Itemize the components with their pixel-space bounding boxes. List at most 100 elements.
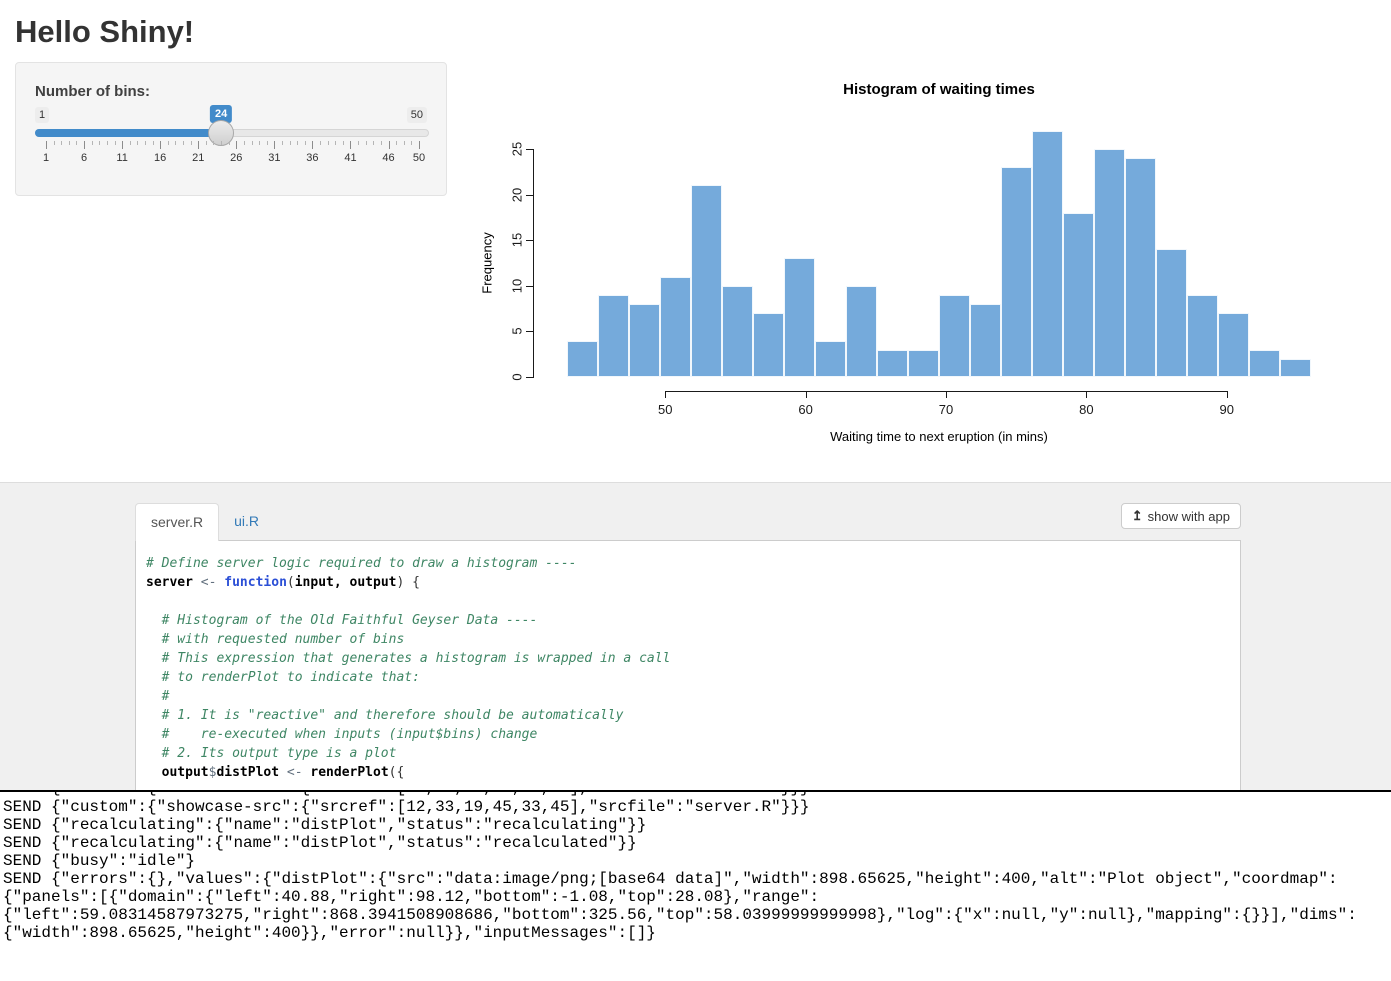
code-line: server <- function(input, output) {	[146, 575, 420, 590]
histogram-plot: Histogram of waiting times Waiting time t…	[464, 63, 1376, 463]
bins-slider: 1 50 24 1 6 11 16 21 26 31 36 41 46 50	[16, 63, 446, 195]
histogram-bar	[1001, 167, 1032, 377]
tab-ui-r[interactable]: ui.R	[234, 513, 260, 529]
slider-tick	[114, 141, 116, 145]
page-title: Hello Shiny!	[15, 14, 195, 49]
slider-tick	[84, 141, 86, 149]
y-axis-tick-label: 0	[509, 373, 525, 381]
slider-tick	[91, 141, 93, 145]
histogram-bar	[1063, 212, 1094, 377]
histogram-bar	[815, 340, 846, 377]
x-axis-tick	[1226, 391, 1228, 398]
slider-tick	[419, 141, 420, 149]
slider-tick	[304, 141, 306, 145]
slider-tick	[281, 141, 283, 145]
slider-tick	[46, 141, 47, 149]
histogram-bar	[1218, 313, 1249, 377]
console-clipped-line: SEND {"custom":{"showcase-src":{"srcref"…	[3, 792, 1391, 798]
bins-control-panel: Number of bins: 1 50 24 1 6 11 16 21 26 31 36 41…	[15, 62, 447, 196]
y-axis-tick	[526, 194, 533, 196]
code-line: # with requested number of bins	[146, 632, 405, 647]
slider-grid-label: 16	[154, 152, 167, 164]
slider-tick	[266, 141, 268, 145]
code-line: # 1. It is "reactive" and therefore shou…	[146, 708, 624, 723]
y-axis-tick-label: 10	[509, 278, 525, 294]
slider-tick	[198, 141, 200, 149]
slider-tick	[152, 141, 154, 145]
console-message: SEND {"errors":{},"values":{"distPlot":{…	[3, 870, 1338, 888]
console-message: SEND {"recalculating":{"name":"distPlot"…	[3, 816, 647, 834]
histogram-bar	[877, 349, 908, 377]
tab-server-r[interactable]: server.R	[135, 503, 220, 541]
slider-tick	[358, 141, 360, 145]
histogram-bar	[722, 285, 753, 377]
histogram-bar	[1187, 294, 1218, 377]
slider-grid-label: 21	[192, 152, 205, 164]
slider-tick	[259, 141, 261, 145]
slider-tick	[53, 141, 55, 145]
slider-tick	[190, 141, 192, 145]
slider-tick	[205, 141, 207, 145]
histogram-bar	[1032, 130, 1063, 377]
histogram-bar	[1280, 358, 1311, 377]
console-message: SEND {"custom":{"showcase-src":{"srcref"…	[3, 798, 810, 816]
slider-tick	[129, 141, 131, 145]
histogram-bar	[939, 294, 970, 377]
slider-tick	[388, 141, 390, 149]
x-axis-tick	[805, 391, 807, 398]
histogram-bar	[598, 294, 629, 377]
histogram-bar	[784, 258, 815, 377]
histogram-bar	[1094, 149, 1125, 377]
code-tabs: server.R ui.R	[135, 503, 274, 541]
slider-grid-label: 6	[80, 152, 88, 164]
slider-tick	[396, 141, 398, 145]
y-axis-tick	[526, 285, 533, 287]
slider-tick	[320, 141, 322, 145]
slider-grid-label: 11	[116, 152, 128, 164]
slider-tick	[335, 141, 337, 145]
level-up-arrow-icon: ↥	[1131, 508, 1143, 523]
slider-tick	[68, 141, 70, 145]
slider-tick	[61, 141, 63, 145]
slider-tick	[403, 141, 405, 145]
slider-tick	[175, 141, 177, 145]
slider-tick	[274, 141, 276, 149]
slider-tick	[236, 141, 238, 149]
x-axis-tick	[1086, 391, 1088, 398]
histogram-bar	[908, 349, 939, 377]
console-log: SEND {"custom":{"showcase-src":{"srcref"…	[0, 790, 1391, 981]
plot-y-axis-label: Frequency	[479, 232, 495, 294]
slider-tick	[167, 141, 169, 145]
slider-tick	[213, 141, 215, 145]
slider-value-badge: 24	[209, 105, 233, 123]
histogram-bar	[1125, 158, 1156, 377]
y-axis-line	[533, 149, 534, 378]
code-line: # Histogram of the Old Faithful Geyser D…	[146, 613, 538, 628]
y-axis-tick	[526, 149, 533, 150]
code-line	[146, 592, 1230, 611]
code-line: # re-executed when inputs (input$bins) c…	[146, 727, 538, 742]
x-axis-tick-label: 90	[1219, 402, 1234, 417]
slider-tick	[183, 141, 185, 145]
y-axis-tick	[526, 377, 533, 378]
code-line: # 2. Its output type is a plot	[146, 746, 397, 761]
slider-min-badge: 1	[35, 107, 50, 123]
show-with-app-button[interactable]: ↥ show with app	[1120, 503, 1241, 529]
slider-grid-label: 26	[230, 152, 243, 164]
console-message: {"left":59.08314587973275,"right":868.39…	[3, 906, 1357, 924]
slider-grid-label: 50	[412, 152, 426, 164]
slider-max-badge: 50	[406, 107, 427, 123]
y-axis-tick-label: 5	[509, 327, 525, 336]
histogram-bar	[846, 285, 877, 377]
bins-slider-label: Number of bins:	[35, 83, 150, 100]
x-axis-tick	[665, 391, 667, 398]
x-axis-tick-label: 50	[658, 402, 673, 417]
histogram-bar	[567, 340, 598, 377]
slider-grid-label: 36	[306, 152, 319, 164]
slider-tick	[365, 141, 367, 145]
code-line: # to renderPlot to indicate that:	[146, 670, 420, 685]
code-panel[interactable]: # Define server logic required to draw a…	[135, 540, 1241, 792]
histogram-bar	[1156, 249, 1187, 377]
slider-tick	[350, 141, 352, 149]
